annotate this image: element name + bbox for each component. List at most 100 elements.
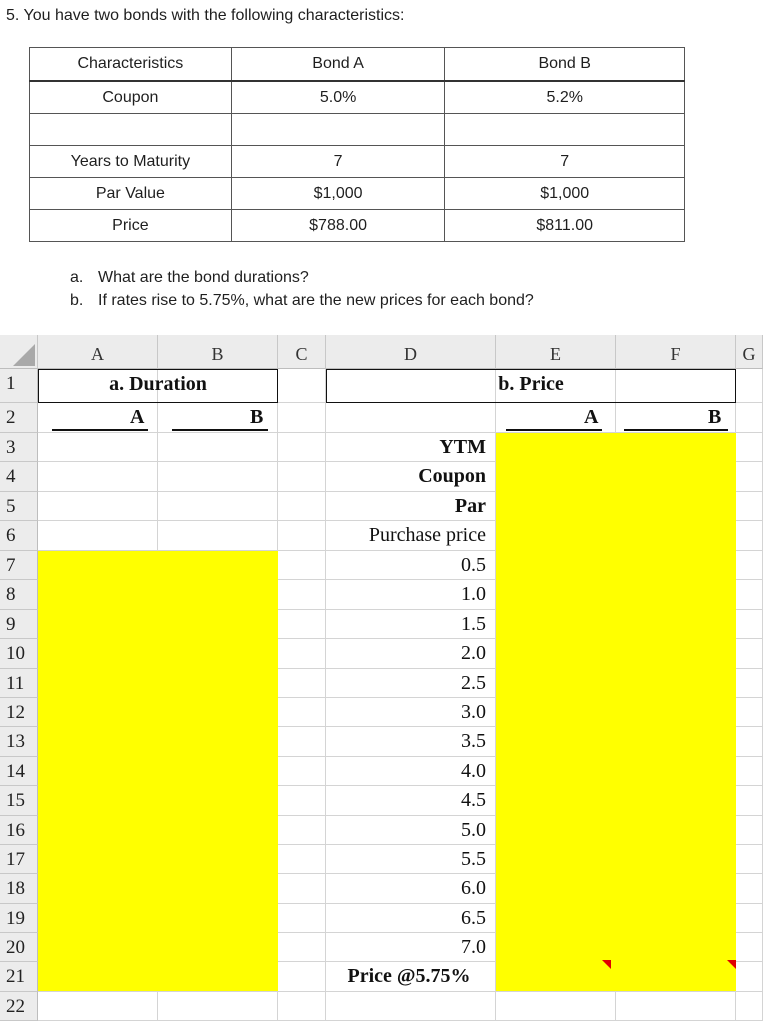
- grid-cell[interactable]: [326, 580, 496, 610]
- grid-cell[interactable]: [326, 904, 496, 933]
- grid-cell[interactable]: [326, 669, 496, 698]
- grid-cell[interactable]: [278, 757, 326, 786]
- grid-cell[interactable]: [736, 727, 763, 757]
- row-header[interactable]: 11: [0, 669, 38, 698]
- grid-cell[interactable]: [496, 992, 616, 1021]
- grid-cell[interactable]: [326, 845, 496, 874]
- row-header[interactable]: 20: [0, 933, 38, 962]
- grid-cell[interactable]: [736, 492, 763, 521]
- grid-cell[interactable]: [326, 816, 496, 845]
- grid-cell[interactable]: [736, 521, 763, 551]
- grid-cell[interactable]: [38, 492, 158, 521]
- grid-cell[interactable]: [278, 492, 326, 521]
- grid-cell[interactable]: [278, 845, 326, 874]
- grid-cell[interactable]: [278, 580, 326, 610]
- grid-cell[interactable]: [278, 698, 326, 727]
- grid-cell[interactable]: [326, 433, 496, 462]
- grid-cell[interactable]: [736, 669, 763, 698]
- grid-cell[interactable]: [326, 874, 496, 904]
- grid-cell[interactable]: [278, 874, 326, 904]
- column-header[interactable]: D: [326, 335, 496, 369]
- grid-cell[interactable]: [278, 904, 326, 933]
- grid-cell[interactable]: [736, 462, 763, 492]
- row-header[interactable]: 15: [0, 786, 38, 816]
- grid-cell[interactable]: [736, 580, 763, 610]
- grid-cell[interactable]: [158, 403, 278, 433]
- grid-cell[interactable]: [736, 962, 763, 992]
- row-header[interactable]: 1: [0, 369, 38, 403]
- grid-cell[interactable]: [616, 403, 736, 433]
- row-header[interactable]: 16: [0, 816, 38, 845]
- grid-cell[interactable]: [736, 992, 763, 1021]
- grid-cell[interactable]: [326, 727, 496, 757]
- row-header[interactable]: 13: [0, 727, 38, 757]
- grid-cell[interactable]: [278, 816, 326, 845]
- grid-cell[interactable]: [278, 462, 326, 492]
- row-header[interactable]: 14: [0, 757, 38, 786]
- grid-cell[interactable]: [38, 992, 158, 1021]
- comment-indicator-icon[interactable]: [727, 960, 736, 969]
- grid-cell[interactable]: [158, 521, 278, 551]
- comment-indicator-icon[interactable]: [602, 960, 611, 969]
- grid-cell[interactable]: [736, 433, 763, 462]
- grid-cell[interactable]: [736, 698, 763, 727]
- row-header[interactable]: 5: [0, 492, 38, 521]
- grid-cell[interactable]: [326, 521, 496, 551]
- row-header[interactable]: 17: [0, 845, 38, 874]
- grid-cell[interactable]: [326, 610, 496, 639]
- grid-cell[interactable]: [326, 403, 496, 433]
- grid-cell[interactable]: [278, 669, 326, 698]
- grid-cell[interactable]: [326, 757, 496, 786]
- row-header[interactable]: 9: [0, 610, 38, 639]
- column-header[interactable]: A: [38, 335, 158, 369]
- grid-cell[interactable]: [278, 727, 326, 757]
- grid-cell[interactable]: [736, 816, 763, 845]
- grid-cell[interactable]: [158, 462, 278, 492]
- grid-cell[interactable]: [326, 786, 496, 816]
- grid-cell[interactable]: [736, 639, 763, 669]
- column-header[interactable]: C: [278, 335, 326, 369]
- grid-cell[interactable]: [616, 992, 736, 1021]
- grid-cell[interactable]: [326, 962, 496, 992]
- grid-cell[interactable]: [736, 369, 763, 403]
- row-header[interactable]: 7: [0, 551, 38, 580]
- grid-cell[interactable]: [326, 992, 496, 1021]
- grid-cell[interactable]: [736, 904, 763, 933]
- grid-cell[interactable]: [736, 551, 763, 580]
- row-header[interactable]: 12: [0, 698, 38, 727]
- grid-cell[interactable]: [278, 369, 326, 403]
- column-header[interactable]: E: [496, 335, 616, 369]
- grid-cell[interactable]: [278, 639, 326, 669]
- row-header[interactable]: 2: [0, 403, 38, 433]
- price-merged-cell[interactable]: [326, 369, 736, 403]
- grid-cell[interactable]: [158, 492, 278, 521]
- duration-highlight-range[interactable]: [38, 551, 278, 991]
- grid-cell[interactable]: [278, 433, 326, 462]
- grid-cell[interactable]: [38, 433, 158, 462]
- grid-cell[interactable]: [736, 933, 763, 962]
- row-header[interactable]: 3: [0, 433, 38, 462]
- row-header[interactable]: 8: [0, 580, 38, 610]
- grid-cell[interactable]: [278, 933, 326, 962]
- grid-cell[interactable]: [736, 845, 763, 874]
- grid-cell[interactable]: [496, 403, 616, 433]
- grid-cell[interactable]: [158, 433, 278, 462]
- duration-merged-cell[interactable]: [38, 369, 278, 403]
- row-header[interactable]: 4: [0, 462, 38, 492]
- column-header[interactable]: B: [158, 335, 278, 369]
- column-header[interactable]: F: [616, 335, 736, 369]
- grid-cell[interactable]: [278, 403, 326, 433]
- grid-cell[interactable]: [326, 492, 496, 521]
- row-header[interactable]: 19: [0, 904, 38, 933]
- select-all-corner[interactable]: [0, 335, 38, 369]
- grid-cell[interactable]: [38, 403, 158, 433]
- row-header[interactable]: 21: [0, 962, 38, 992]
- grid-cell[interactable]: [736, 757, 763, 786]
- grid-cell[interactable]: [278, 786, 326, 816]
- grid-cell[interactable]: [278, 610, 326, 639]
- grid-cell[interactable]: [736, 610, 763, 639]
- grid-cell[interactable]: [38, 462, 158, 492]
- grid-cell[interactable]: [326, 462, 496, 492]
- grid-cell[interactable]: [278, 521, 326, 551]
- row-header[interactable]: 6: [0, 521, 38, 551]
